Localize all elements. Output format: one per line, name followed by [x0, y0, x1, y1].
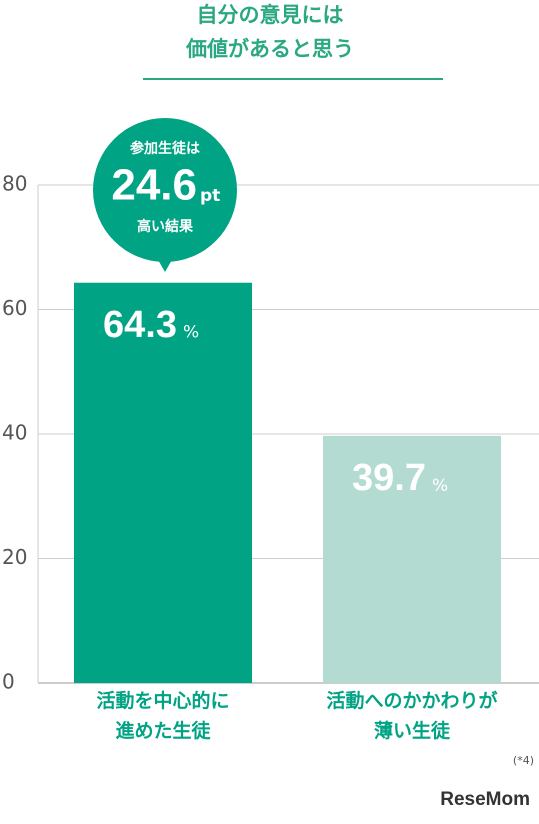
bar: [74, 282, 252, 683]
callout-pointer: [157, 258, 173, 272]
callout-unit: pt: [200, 186, 220, 206]
value-label: 39.7: [352, 457, 426, 499]
y-tick-label: 40: [2, 421, 27, 445]
callout-bubble: [93, 118, 237, 262]
bar: [323, 435, 501, 683]
x-tick-label: 活動を中心的に 進めた生徒: [96, 690, 230, 742]
x-tick-label: 活動へのかかわりが 薄い生徒: [326, 690, 498, 742]
y-tick-label: 20: [2, 545, 27, 569]
y-tick-label: 0: [2, 670, 15, 694]
footnote: (*4): [513, 754, 534, 767]
callout-lead: 参加生徒は: [130, 140, 200, 157]
value-label: 64.3: [103, 304, 177, 346]
y-tick-label: 80: [2, 172, 27, 196]
y-tick-label: 60: [2, 296, 27, 320]
value-unit: %: [432, 476, 448, 496]
value-unit: %: [183, 323, 199, 343]
chart-title: 価値があると思う: [185, 37, 354, 61]
callout-value: 24.6: [111, 161, 197, 210]
callout-tail: 高い結果: [137, 218, 194, 235]
chart-title: 自分の意見には: [197, 3, 344, 27]
source-logo: ReseMom: [440, 789, 530, 810]
